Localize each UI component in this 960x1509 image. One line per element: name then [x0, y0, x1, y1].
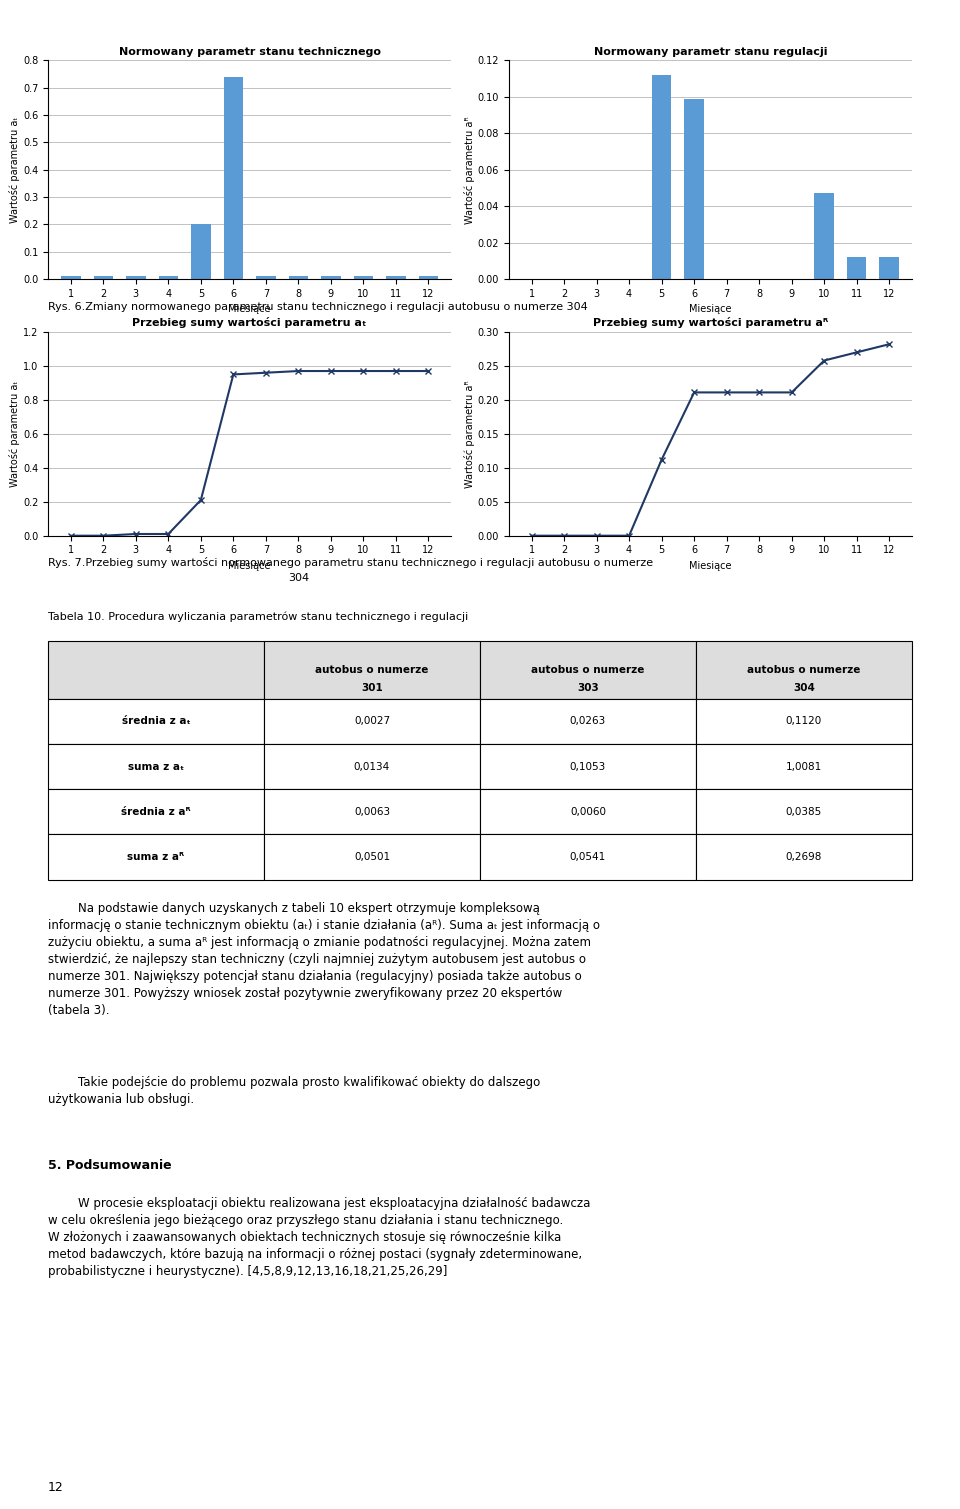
- Bar: [879, 258, 899, 279]
- Bar: [386, 276, 406, 279]
- Text: średnia z aₜ: średnia z aₜ: [122, 717, 190, 726]
- Bar: [419, 276, 438, 279]
- Bar: [684, 98, 704, 279]
- Text: 0,1053: 0,1053: [570, 762, 606, 771]
- Bar: [814, 193, 834, 279]
- Text: Rys. 6.Zmiany normowanego parametru stanu technicznego i regulacji autobusu o nu: Rys. 6.Zmiany normowanego parametru stan…: [48, 302, 588, 312]
- Text: 303: 303: [577, 684, 599, 693]
- Text: Tabela 10. Procedura wyliczania parametrów stanu technicznego i regulacji: Tabela 10. Procedura wyliczania parametr…: [48, 611, 468, 622]
- X-axis label: Miesiące: Miesiące: [689, 561, 732, 570]
- Text: autobus o numerze: autobus o numerze: [531, 665, 645, 675]
- Y-axis label: Wartość parametru aₜ: Wartość parametru aₜ: [10, 380, 20, 487]
- Title: Normowany parametr stanu regulacji: Normowany parametr stanu regulacji: [593, 47, 828, 57]
- Text: 0,0060: 0,0060: [570, 807, 606, 816]
- Text: 12: 12: [48, 1480, 63, 1494]
- Text: W procesie eksploatacji obiektu realizowana jest eksploatacyjna działalność bada: W procesie eksploatacji obiektu realizow…: [48, 1197, 590, 1278]
- Y-axis label: Wartość parametru aᴿ: Wartość parametru aᴿ: [464, 380, 474, 487]
- Bar: [847, 258, 867, 279]
- Bar: [158, 276, 178, 279]
- Text: 0,1120: 0,1120: [786, 717, 822, 726]
- Text: Takie podejście do problemu pozwala prosto kwalifikować obiekty do dalszego
użyt: Takie podejście do problemu pozwala pros…: [48, 1076, 540, 1106]
- X-axis label: Miesiące: Miesiące: [689, 305, 732, 314]
- Text: suma z aᴿ: suma z aᴿ: [128, 853, 184, 862]
- Bar: [191, 225, 210, 279]
- Bar: [93, 276, 113, 279]
- Title: Przebieg sumy wartości parametru aₜ: Przebieg sumy wartości parametru aₜ: [132, 317, 367, 329]
- Text: 5. Podsumowanie: 5. Podsumowanie: [48, 1159, 172, 1172]
- Title: Przebieg sumy wartości parametru aᴿ: Przebieg sumy wartości parametru aᴿ: [592, 317, 828, 329]
- Text: 0,0027: 0,0027: [354, 717, 390, 726]
- Title: Normowany parametr stanu technicznego: Normowany parametr stanu technicznego: [119, 47, 380, 57]
- Text: suma z aₜ: suma z aₜ: [128, 762, 184, 771]
- Text: średnia z aᴿ: średnia z aᴿ: [121, 807, 191, 816]
- Text: 0,0501: 0,0501: [354, 853, 390, 862]
- Bar: [126, 276, 146, 279]
- Text: 304: 304: [288, 573, 309, 584]
- Text: 301: 301: [361, 684, 383, 693]
- Bar: [61, 276, 81, 279]
- X-axis label: Miesiące: Miesiące: [228, 305, 271, 314]
- Text: 0,0385: 0,0385: [786, 807, 822, 816]
- Bar: [652, 75, 671, 279]
- Text: 0,0263: 0,0263: [570, 717, 606, 726]
- Bar: [353, 276, 373, 279]
- Text: 1,0081: 1,0081: [786, 762, 822, 771]
- Text: 0,0134: 0,0134: [354, 762, 390, 771]
- Bar: [322, 276, 341, 279]
- Text: 0,0541: 0,0541: [570, 853, 606, 862]
- Y-axis label: Wartość parametru aᴿ: Wartość parametru aᴿ: [464, 116, 475, 223]
- Text: Na podstawie danych uzyskanych z tabeli 10 ekspert otrzymuje kompleksową
informa: Na podstawie danych uzyskanych z tabeli …: [48, 902, 600, 1017]
- Text: 0,2698: 0,2698: [786, 853, 822, 862]
- Text: 304: 304: [793, 684, 815, 693]
- Text: autobus o numerze: autobus o numerze: [747, 665, 861, 675]
- Text: Rys. 7.Przebieg sumy wartości normowanego parametru stanu technicznego i regulac: Rys. 7.Przebieg sumy wartości normowaneg…: [48, 557, 653, 567]
- Text: 0,0063: 0,0063: [354, 807, 390, 816]
- Bar: [224, 77, 243, 279]
- Bar: [256, 276, 276, 279]
- Bar: [289, 276, 308, 279]
- X-axis label: Miesiące: Miesiące: [228, 561, 271, 570]
- Y-axis label: Wartość parametru aₜ: Wartość parametru aₜ: [10, 116, 20, 223]
- Text: autobus o numerze: autobus o numerze: [315, 665, 429, 675]
